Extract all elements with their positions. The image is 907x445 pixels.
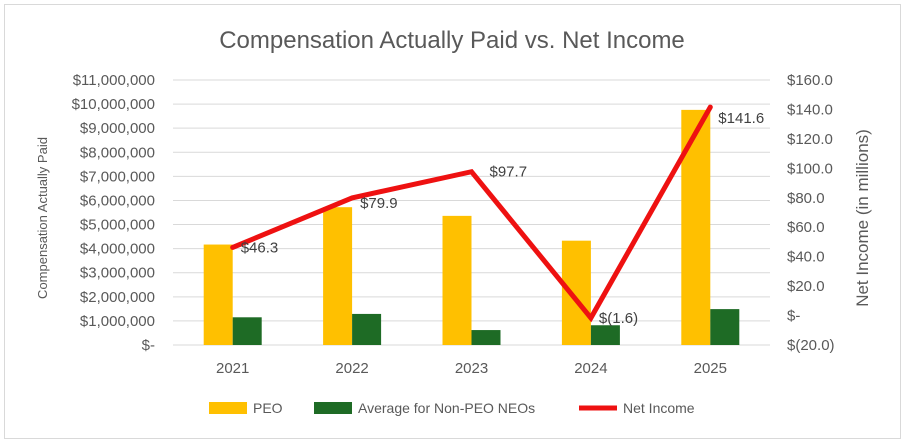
y-tick-label: $7,000,000 (80, 168, 155, 185)
chart-frame: Compensation Actually Paid vs. Net Incom… (4, 4, 901, 439)
y-tick-label: $2,000,000 (80, 289, 155, 306)
legend: PEO Average for Non-PEO NEOs Net Income (209, 400, 695, 416)
legend-label: PEO (253, 400, 283, 416)
chart-title: Compensation Actually Paid vs. Net Incom… (219, 27, 685, 54)
data-label: $46.3 (241, 239, 279, 256)
bar-peo (681, 109, 711, 345)
y2-axis-label: Net Income (in millions) (853, 129, 872, 307)
chart-svg: Compensation Actually Paid vs. Net Incom… (35, 27, 872, 416)
y-axis-label: Compensation Actually Paid (35, 137, 50, 299)
legend-item: Net Income (579, 400, 695, 416)
y2-tick-label: $140.0 (787, 101, 833, 118)
bars (203, 109, 740, 345)
x-tick-label: 2024 (574, 360, 607, 377)
y-tick-label: $9,000,000 (80, 120, 155, 137)
bar-peo (323, 207, 353, 345)
data-label: $141.6 (718, 110, 764, 127)
bar-non-peo-neos (352, 313, 382, 345)
y-tick-label: $1,000,000 (80, 313, 155, 330)
y2-tick-label: $80.0 (787, 190, 825, 207)
x-tick-label: 2021 (216, 360, 249, 377)
y-tick-label: $8,000,000 (80, 144, 155, 161)
y-tick-label: $11,000,000 (73, 72, 155, 89)
legend-swatch (209, 402, 247, 414)
y2-tick-label: $20.0 (787, 278, 825, 295)
x-tick-label: 2022 (335, 360, 368, 377)
legend-item: Average for Non-PEO NEOs (314, 400, 535, 416)
y2-tick-label: $160.0 (787, 72, 833, 89)
y2-tick-label: $120.0 (787, 131, 833, 148)
y2-tick-label: $40.0 (787, 249, 825, 266)
legend-label: Average for Non-PEO NEOs (358, 400, 535, 416)
bar-non-peo-neos (232, 317, 262, 345)
y-axis-ticks: $- $1,000,000 $2,000,000 $3,000,000 $4,000,0… (72, 72, 155, 354)
y-tick-label: $- (142, 337, 155, 354)
legend-swatch (314, 402, 352, 414)
bar-peo (203, 244, 233, 345)
net-income-line (230, 104, 713, 323)
bar-peo (442, 215, 472, 345)
y-tick-label: $3,000,000 (80, 265, 155, 282)
bar-non-peo-neos (471, 330, 501, 345)
x-axis-ticks: 2021 2022 2023 2024 2025 (216, 360, 727, 377)
x-tick-label: 2023 (455, 360, 488, 377)
legend-label: Net Income (623, 400, 695, 416)
y2-tick-label: $(20.0) (787, 337, 835, 354)
bar-peo (561, 240, 591, 345)
bar-non-peo-neos (710, 309, 740, 345)
y2-tick-label: $- (787, 308, 800, 325)
data-label: $(1.6) (599, 310, 638, 327)
data-label: $97.7 (490, 164, 528, 181)
net-income-line-layer (230, 104, 713, 323)
x-tick-label: 2025 (694, 360, 727, 377)
y2-tick-label: $60.0 (787, 219, 825, 236)
data-label: $79.9 (360, 195, 398, 212)
y-tick-label: $6,000,000 (80, 192, 155, 209)
y-tick-label: $5,000,000 (80, 217, 155, 234)
bar-non-peo-neos (590, 325, 620, 345)
data-labels: $46.3 $79.9 $97.7 $(1.6) $141.6 (241, 110, 764, 327)
y-tick-label: $4,000,000 (80, 241, 155, 258)
legend-item: PEO (209, 400, 283, 416)
y2-tick-label: $100.0 (787, 160, 833, 177)
y2-axis-ticks: $(20.0) $- $20.0 $40.0 $60.0 $80.0 $100.0 $120.… (787, 72, 835, 354)
y-tick-label: $10,000,000 (72, 96, 155, 113)
